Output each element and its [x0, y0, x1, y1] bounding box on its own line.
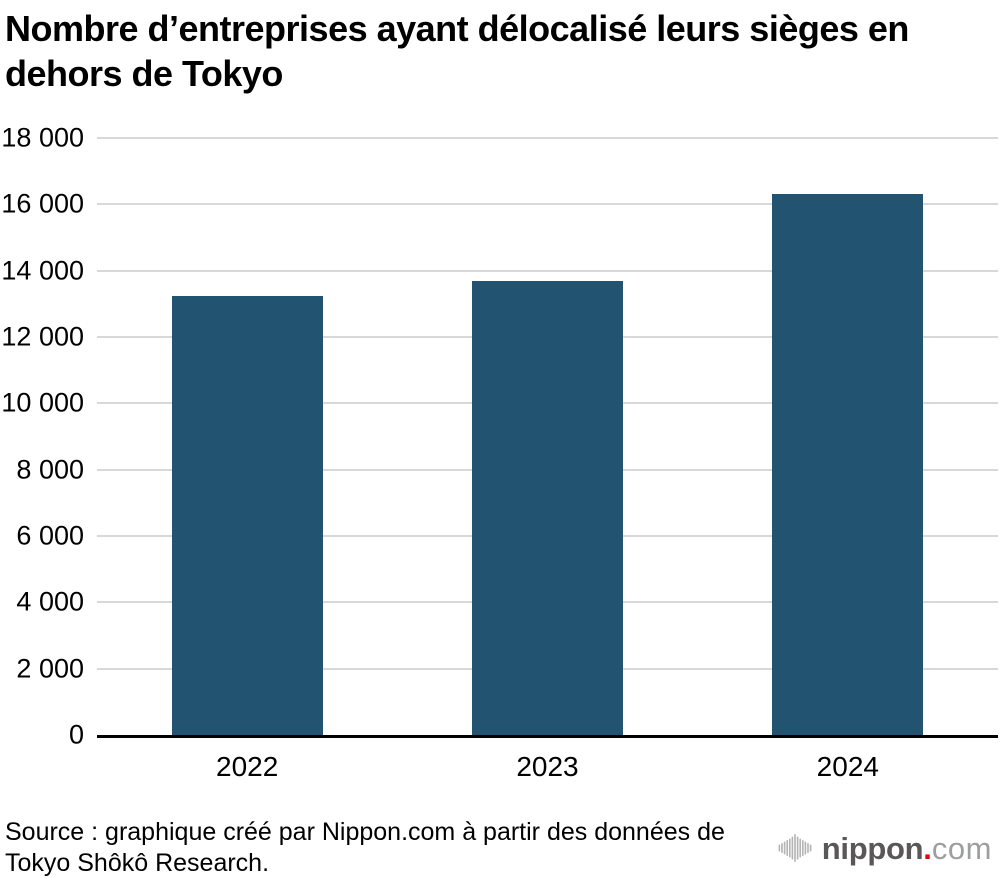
y-axis-tick-label: 4 000: [16, 586, 84, 617]
source-line-1: Source : graphique créé par Nippon.com à…: [5, 818, 725, 846]
bar-2022: [171, 295, 323, 735]
x-axis-tick-label: 2022: [216, 751, 279, 782]
y-axis-tick-label: 6 000: [16, 520, 84, 551]
y-axis-tick-label: 16 000: [1, 188, 84, 219]
y-axis-tick-label: 8 000: [16, 454, 84, 485]
page-title: Nombre d’entreprises ayant délocalisé le…: [5, 8, 909, 94]
nippon-wordmark: nippon . com: [822, 833, 992, 864]
gridline: [97, 203, 998, 206]
bar-2023: [472, 280, 623, 735]
soundwave-icon: [778, 834, 812, 862]
y-axis-tick-label: 2 000: [16, 653, 84, 684]
y-axis-tick-label: 18 000: [1, 122, 84, 153]
source-note: Source : graphique créé par Nippon.com à…: [5, 817, 725, 878]
source-line-2: Tokyo Shôkô Research.: [5, 849, 270, 877]
gridline: [97, 137, 998, 139]
nippon-logo: nippon . com: [778, 828, 992, 868]
y-axis-tick-label: 10 000: [1, 387, 84, 418]
y-axis-tick-label: 12 000: [1, 321, 84, 352]
y-axis-tick-label: 14 000: [1, 255, 84, 286]
logo-text-dot: .: [923, 830, 932, 866]
bar-2024: [772, 194, 924, 735]
gridline: [97, 269, 998, 272]
plot-area: 0 2 000 4 000 6 000 8 000 10 000 12 000 14 000 1…: [1, 124, 998, 781]
logo-text-com: com: [931, 830, 992, 866]
logo-text-nippon: nippon: [821, 830, 924, 866]
y-axis-tick-label: 0: [68, 719, 84, 750]
x-axis-tick-label: 2024: [816, 751, 879, 782]
x-axis-tick-label: 2023: [516, 751, 579, 782]
